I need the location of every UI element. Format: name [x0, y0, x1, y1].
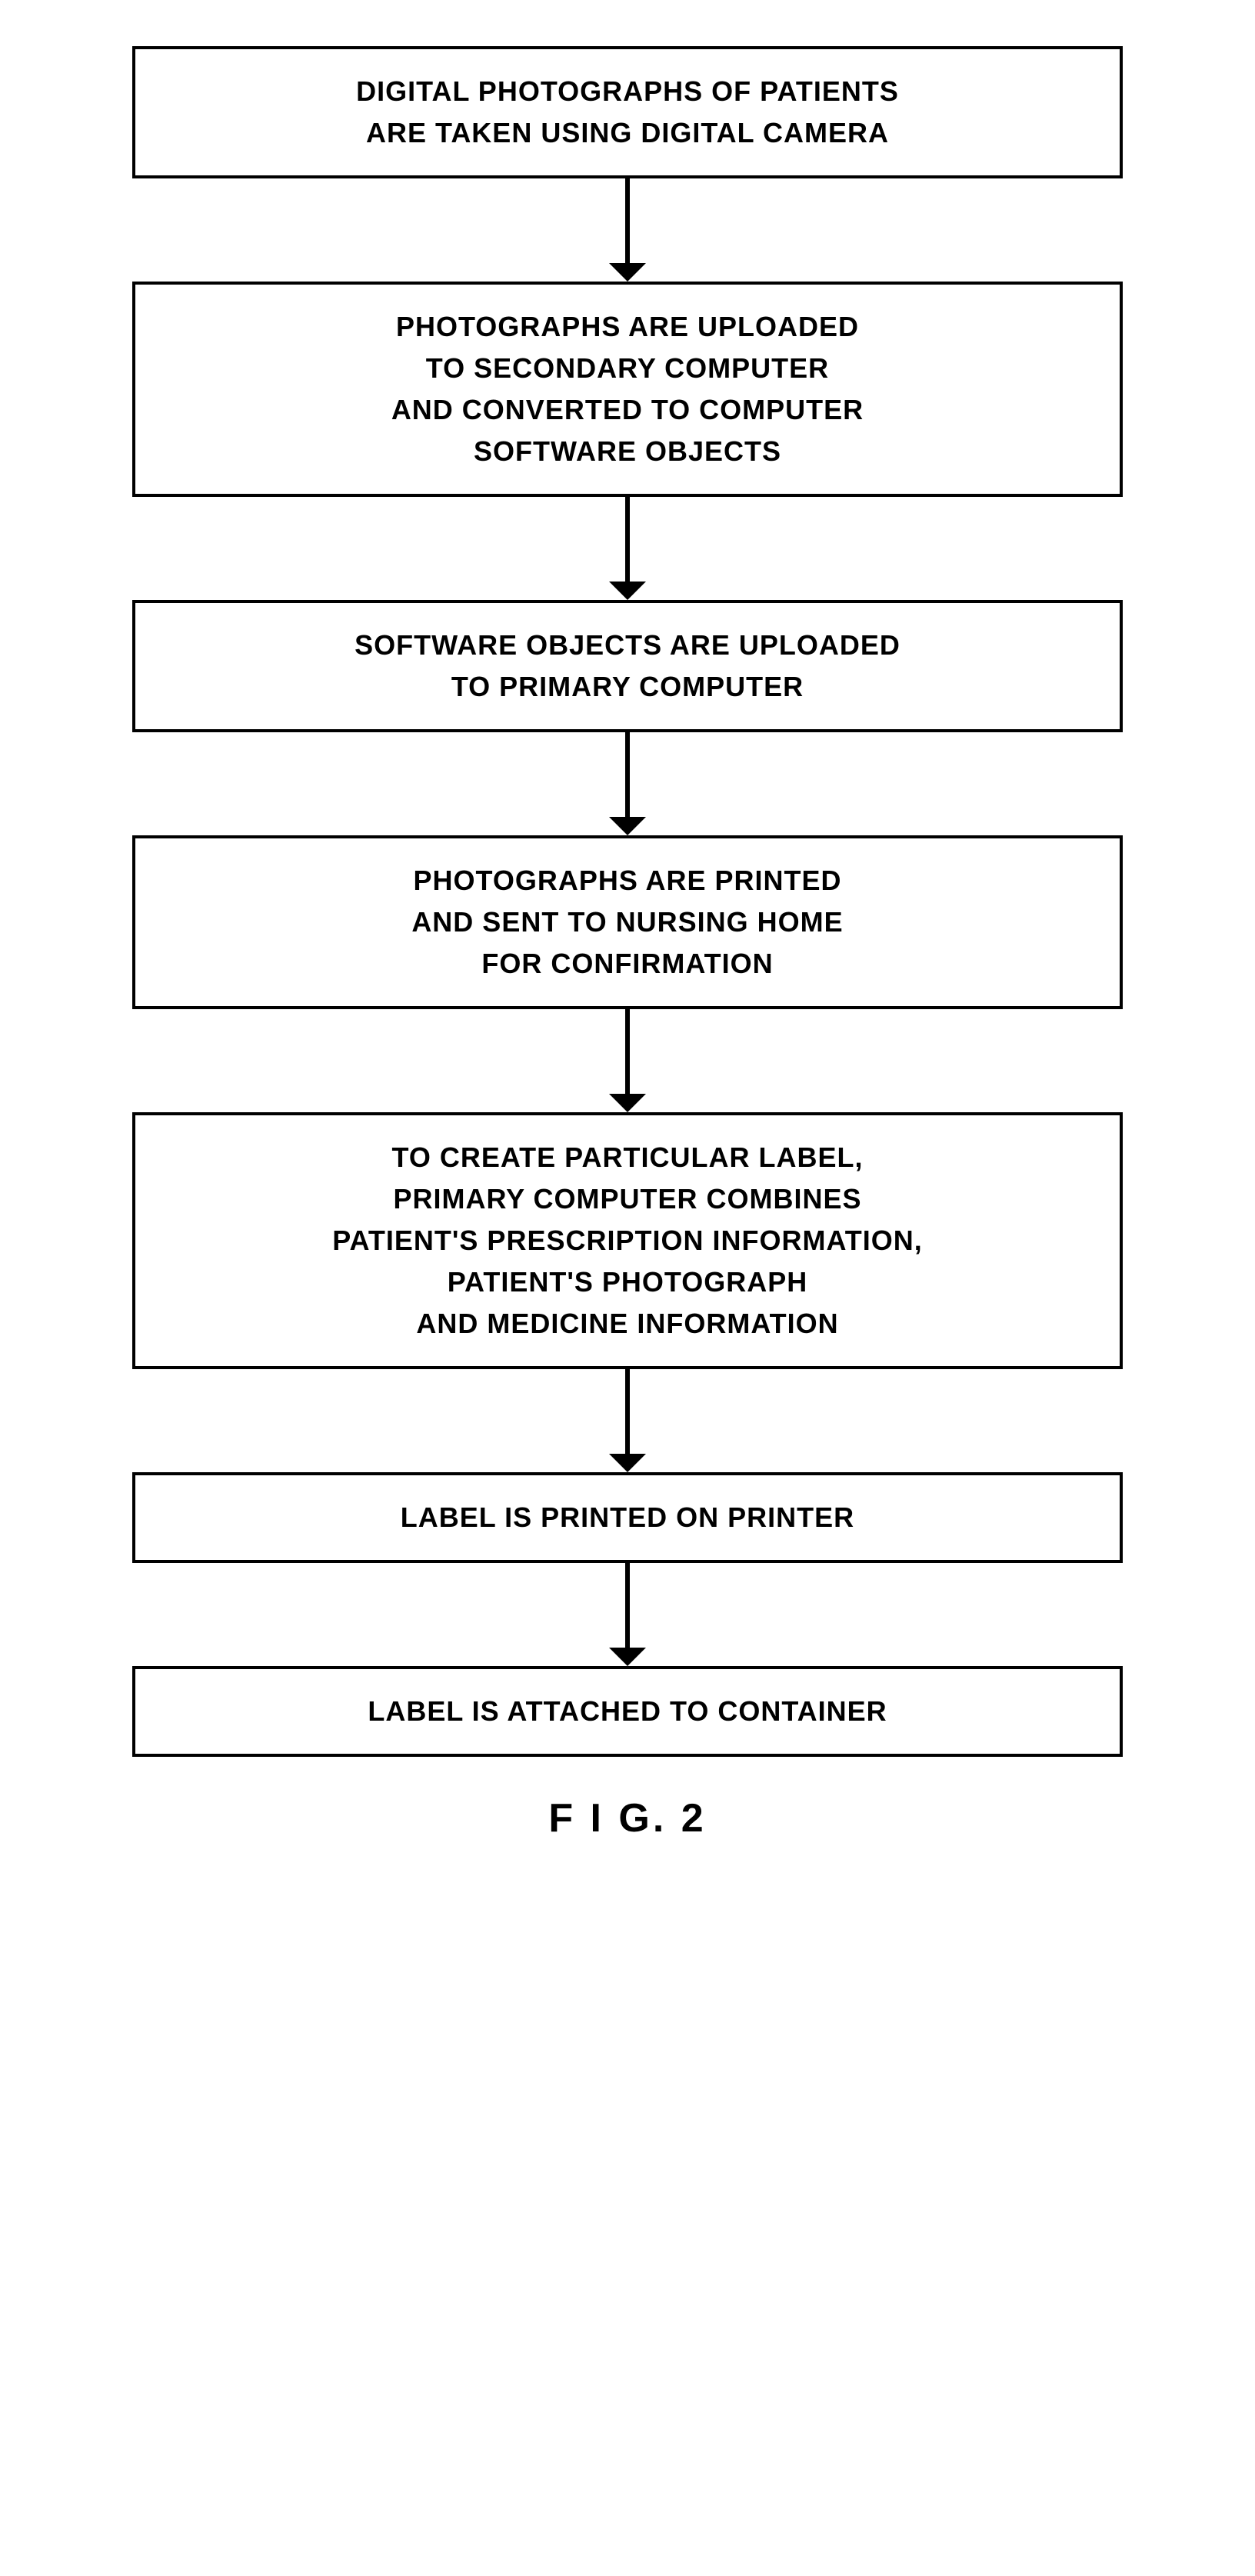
flow-arrow: [609, 178, 646, 282]
flowchart-container: DIGITAL PHOTOGRAPHS OF PATIENTS ARE TAKE…: [0, 0, 1255, 1872]
figure-caption: F I G. 2: [548, 1795, 706, 1841]
flow-arrow: [609, 1369, 646, 1472]
flow-step-2: SOFTWARE OBJECTS ARE UPLOADED TO PRIMARY…: [132, 600, 1123, 732]
flow-step-3: PHOTOGRAPHS ARE PRINTED AND SENT TO NURS…: [132, 835, 1123, 1009]
flow-arrow: [609, 1563, 646, 1666]
flow-step-6: LABEL IS ATTACHED TO CONTAINER: [132, 1666, 1123, 1757]
flow-step-4: TO CREATE PARTICULAR LABEL, PRIMARY COMP…: [132, 1112, 1123, 1369]
flow-step-5: LABEL IS PRINTED ON PRINTER: [132, 1472, 1123, 1563]
flow-arrow: [609, 497, 646, 600]
flow-step-0: DIGITAL PHOTOGRAPHS OF PATIENTS ARE TAKE…: [132, 46, 1123, 178]
flow-step-1: PHOTOGRAPHS ARE UPLOADED TO SECONDARY CO…: [132, 282, 1123, 497]
flow-arrow: [609, 732, 646, 835]
flow-arrow: [609, 1009, 646, 1112]
